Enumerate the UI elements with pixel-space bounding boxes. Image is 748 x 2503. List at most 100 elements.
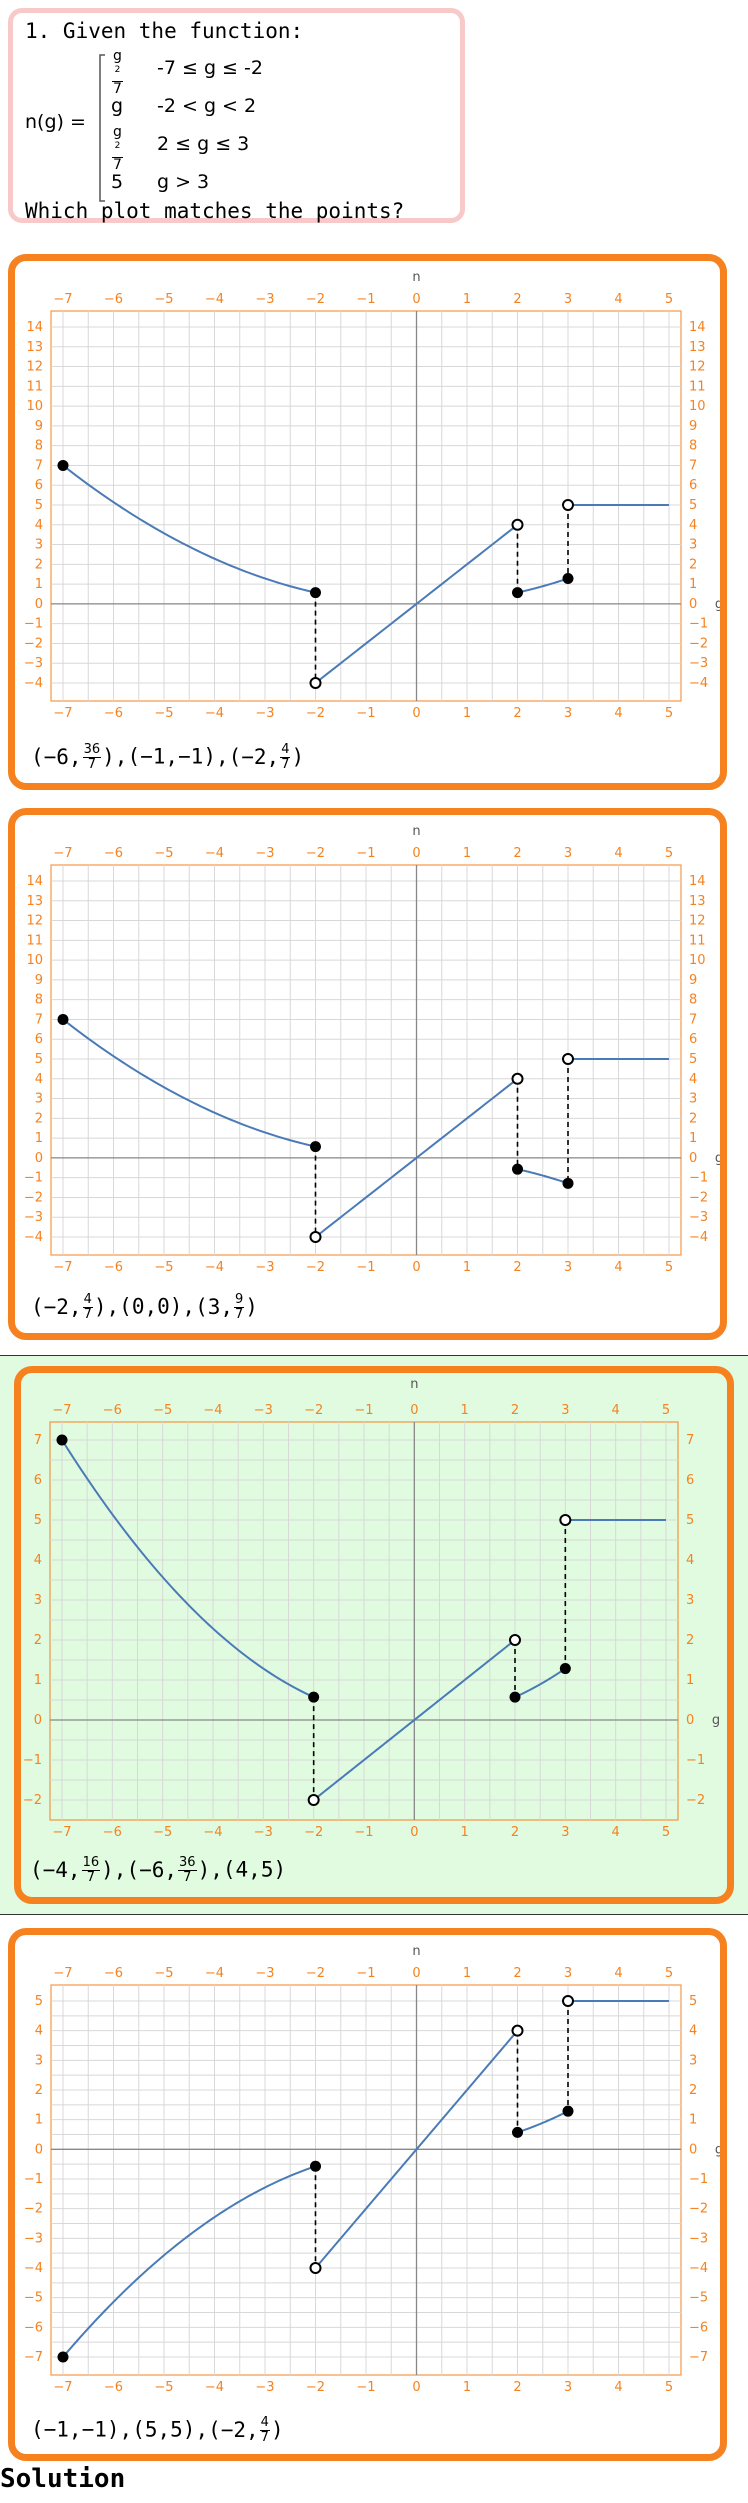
function-name: n(g) = [25, 111, 86, 133]
point-pair: (3, 9 7) [195, 1292, 258, 1322]
closed-point [57, 459, 69, 471]
x-tick-label-top: −1 [356, 1966, 375, 1981]
y-tick-label-left: 2 [34, 1633, 42, 1648]
piecewise-brace [99, 54, 105, 202]
y-tick-label-right: −1 [689, 617, 708, 632]
y-tick-label-right: −6 [689, 2320, 708, 2335]
closed-point [562, 572, 574, 584]
fraction: 16 7 [81, 1855, 101, 1885]
x-tick-label-bottom: −1 [354, 1825, 373, 1840]
y-tick-label-left: 9 [35, 419, 43, 434]
case-2-expr: g [111, 95, 124, 117]
open-point [562, 1995, 574, 2007]
option-1-chart: −7−7−6−6−5−5−4−4−3−3−2−2−1−1001122334455… [24, 270, 720, 721]
option-card-3-correct[interactable]: −7 −7 −6 −6 −5 −5 −4 −4 −3 −3 −2 −2 −1 −1 0 0 1 1 2 2 3 3 4 4 5 5… [0, 1355, 748, 1915]
closed-point [512, 587, 523, 599]
closed-point [512, 2126, 523, 2138]
y-tick-label-right: 5 [686, 1513, 694, 1528]
x-tick-label-bottom: −2 [306, 1260, 325, 1275]
point-pair: (−2, 4 7) [208, 2415, 284, 2445]
y-tick-label-left: 7 [34, 1433, 42, 1448]
x-tick-label-bottom: −5 [154, 2380, 173, 2395]
x-axis-name: g [712, 1713, 720, 1728]
x-tick-label-top: −5 [154, 1966, 173, 1981]
y-tick-label-right: 9 [689, 419, 697, 434]
x-tick-label-bottom: 2 [513, 706, 521, 721]
open-point [511, 1072, 524, 1085]
x-tick-label-top: 0 [412, 846, 420, 861]
series-segment-1 [62, 464, 316, 594]
x-tick-label-top: 2 [513, 292, 521, 307]
y-tick-label-right: 5 [689, 498, 697, 513]
y-tick-label-right: 3 [686, 1593, 694, 1608]
series-segment-2 [314, 523, 519, 684]
option-card-4[interactable]: −7 −7 −6 −6 −5 −5 −4 −4 −3 −3 −2 −2 −1 −1 0 0 1 1 2 2 3 3 4 4 5 5… [8, 1928, 727, 2461]
y-axis-name: n [412, 1944, 420, 1959]
y-tick-label-left: −5 [24, 2291, 43, 2306]
y-tick-label-right: 4 [689, 1072, 697, 1087]
x-tick-label-bottom: 5 [665, 2380, 673, 2395]
x-tick-label-bottom: −1 [356, 706, 375, 721]
x-tick-label-top: 0 [410, 1403, 418, 1418]
point-pair: (−1,−1) [127, 744, 216, 769]
point-pair: (−1,−1) [31, 2417, 120, 2442]
point-pair: (−2, 4 7) [31, 1292, 107, 1322]
x-tick-label-top: −6 [104, 292, 123, 307]
x-tick-label-top: 1 [463, 292, 471, 307]
y-tick-label-right: −1 [689, 2172, 708, 2187]
x-tick-label-top: 3 [564, 292, 572, 307]
x-tick-label-top: 1 [463, 846, 471, 861]
closed-point [559, 1663, 571, 1675]
y-tick-label-right: 5 [689, 1052, 697, 1067]
y-tick-label-left: 13 [26, 340, 43, 355]
x-tick-label-bottom: −1 [356, 1260, 375, 1275]
option-card-2[interactable]: −7 −7 −6 −6 −5 −5 −4 −4 −3 −3 −2 −2 −1 −1 0 0 1 1 2 2 3 3 4 4 5 5… [8, 808, 727, 1340]
y-tick-label-left: −6 [24, 2320, 43, 2335]
x-tick-label-top: −4 [205, 292, 224, 307]
option-1-points: (−6, 36 7),(−1,−1),(−2, 4 7) [31, 742, 305, 772]
x-axis-name: g [715, 2142, 720, 2157]
y-tick-label-left: 8 [35, 993, 43, 1008]
x-tick-label-bottom: −5 [154, 1260, 173, 1275]
x-tick-label-bottom: 4 [614, 2380, 622, 2395]
x-tick-label-top: −4 [205, 846, 224, 861]
x-tick-label-top: −5 [154, 846, 173, 861]
y-tick-label-left: −2 [24, 636, 43, 651]
x-tick-label-top: −1 [356, 846, 375, 861]
x-tick-label-top: −7 [53, 1966, 72, 1981]
y-tick-label-left: 4 [34, 1553, 42, 1568]
x-tick-label-top: −3 [255, 292, 274, 307]
y-tick-label-left: 4 [35, 1072, 43, 1087]
x-tick-label-bottom: −4 [205, 2380, 224, 2395]
y-tick-label-right: 0 [689, 597, 697, 612]
x-tick-label-top: 5 [662, 1403, 670, 1418]
y-tick-label-right: 2 [689, 557, 697, 572]
case-4-cond: g > 3 [157, 171, 210, 193]
y-tick-label-left: −2 [24, 1190, 43, 1205]
y-tick-label-left: 0 [34, 1713, 42, 1728]
x-tick-label-top: 0 [412, 1966, 420, 1981]
y-tick-label-left: 7 [35, 1012, 43, 1027]
open-point [562, 499, 574, 511]
closed-point [310, 1141, 321, 1153]
series-segment-3 [517, 577, 569, 594]
y-tick-label-left: 12 [26, 914, 43, 929]
y-tick-label-right: −2 [686, 1793, 705, 1808]
open-point [511, 518, 524, 531]
y-tick-label-left: 2 [35, 557, 43, 572]
y-tick-label-right: 11 [689, 933, 706, 948]
option-card-1[interactable]: −7 −7 −6 −6 −5 −5 −4 −4 −3 −3 −2 −2 −1 −1 0 0 1 1 2 2 3 3 4 4 5 5… [8, 254, 727, 790]
x-tick-label-top: 2 [511, 1403, 519, 1418]
y-tick-label-right: 14 [689, 320, 706, 335]
series-segment-1 [62, 2165, 316, 2358]
y-tick-label-left: 2 [35, 2083, 43, 2098]
series-segment-3 [514, 1667, 566, 1699]
point-pair: (4,5) [222, 1857, 287, 1882]
y-axis-name: n [412, 270, 420, 285]
y-tick-label-left: −7 [24, 2350, 43, 2365]
y-tick-label-right: 12 [689, 360, 706, 375]
x-tick-label-bottom: −4 [205, 706, 224, 721]
